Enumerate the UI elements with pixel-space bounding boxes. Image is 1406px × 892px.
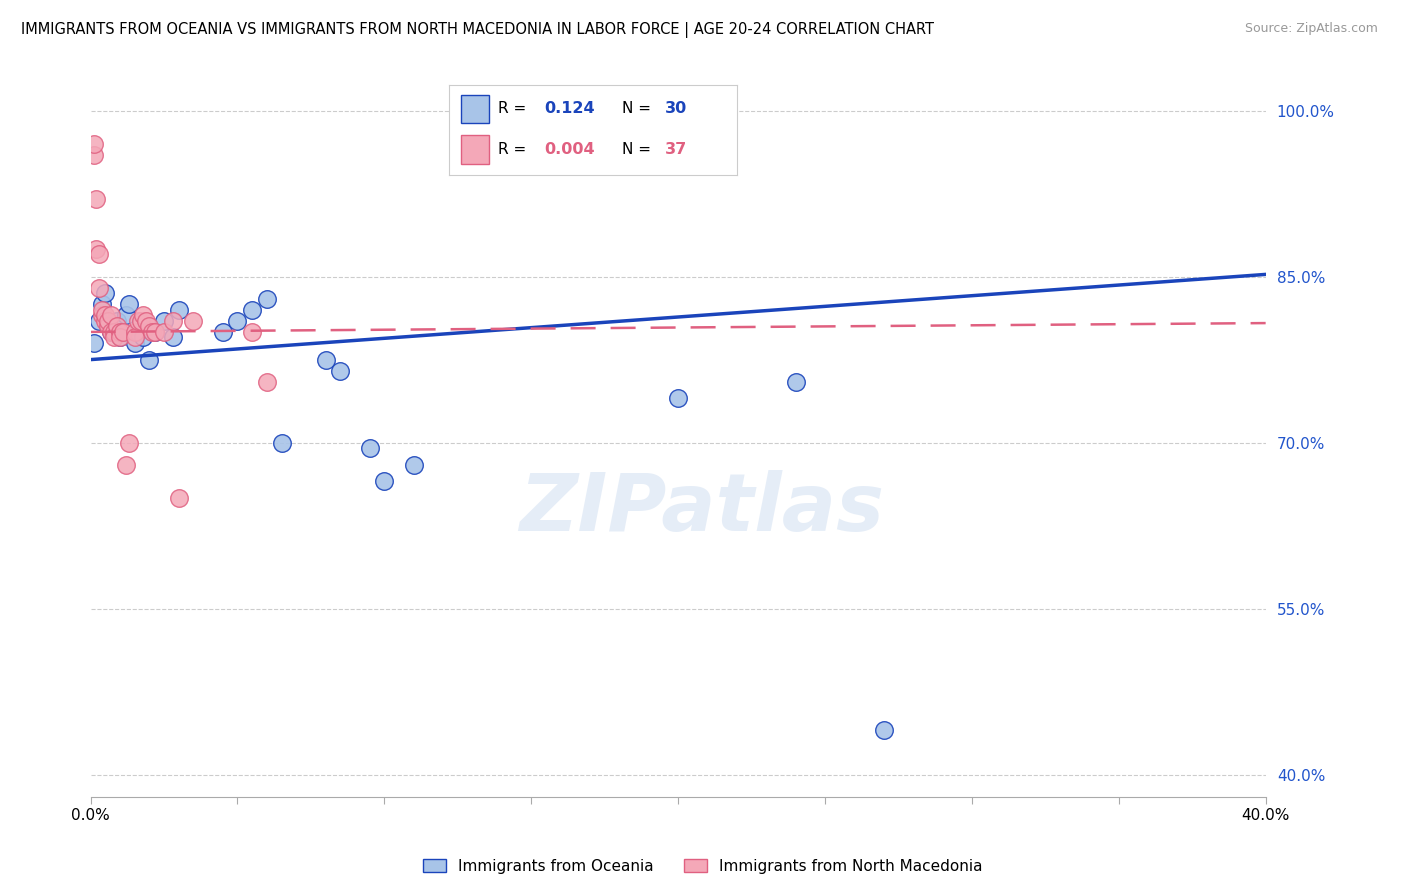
Point <box>115 458 138 472</box>
Point <box>97 319 120 334</box>
Point <box>124 325 146 339</box>
Point <box>141 325 163 339</box>
Point <box>105 314 128 328</box>
Point <box>329 364 352 378</box>
Point <box>359 441 381 455</box>
Text: Source: ZipAtlas.com: Source: ZipAtlas.com <box>1244 22 1378 36</box>
Point <box>143 325 166 339</box>
Point <box>89 314 111 328</box>
Point <box>124 330 146 344</box>
Point <box>118 297 141 311</box>
Point <box>86 192 108 206</box>
Point <box>105 319 128 334</box>
Point <box>127 314 149 328</box>
Point <box>124 336 146 351</box>
Point <box>167 302 190 317</box>
Point <box>785 375 807 389</box>
Point <box>103 325 125 339</box>
Point <box>373 475 395 489</box>
Point <box>83 148 105 162</box>
Point <box>129 314 152 328</box>
Point <box>138 352 160 367</box>
Point <box>135 314 157 328</box>
Point <box>108 325 131 339</box>
Point <box>402 458 425 472</box>
Point <box>100 325 122 339</box>
Point <box>167 491 190 505</box>
Point <box>118 435 141 450</box>
Point <box>226 314 249 328</box>
Point <box>100 309 122 323</box>
Point <box>115 309 138 323</box>
Point <box>89 247 111 261</box>
Point <box>89 281 111 295</box>
Point <box>108 330 131 344</box>
Point <box>108 330 131 344</box>
Point <box>873 723 896 738</box>
Point <box>94 314 117 328</box>
Point <box>240 302 263 317</box>
Point <box>127 325 149 339</box>
Point <box>83 336 105 351</box>
Point <box>91 309 114 323</box>
Point <box>91 302 114 317</box>
Point <box>666 392 689 406</box>
Point <box>103 330 125 344</box>
Point <box>162 314 184 328</box>
Point <box>97 314 120 328</box>
Point <box>138 319 160 334</box>
Point <box>132 309 155 323</box>
Text: IMMIGRANTS FROM OCEANIA VS IMMIGRANTS FROM NORTH MACEDONIA IN LABOR FORCE | AGE : IMMIGRANTS FROM OCEANIA VS IMMIGRANTS FR… <box>21 22 934 38</box>
Point <box>240 325 263 339</box>
Point <box>211 325 233 339</box>
Point <box>94 309 117 323</box>
Point <box>143 325 166 339</box>
Point <box>86 242 108 256</box>
Point <box>91 297 114 311</box>
Point <box>100 325 122 339</box>
Point <box>83 136 105 151</box>
Text: ZIPatlas: ZIPatlas <box>519 470 884 548</box>
Point <box>256 375 278 389</box>
Point <box>94 286 117 301</box>
Point <box>256 292 278 306</box>
Point <box>315 352 337 367</box>
Point <box>270 435 292 450</box>
Legend: Immigrants from Oceania, Immigrants from North Macedonia: Immigrants from Oceania, Immigrants from… <box>418 853 988 880</box>
Point <box>111 325 134 339</box>
Point <box>153 314 176 328</box>
Point <box>183 314 205 328</box>
Point <box>132 330 155 344</box>
Point <box>153 325 176 339</box>
Point <box>162 330 184 344</box>
